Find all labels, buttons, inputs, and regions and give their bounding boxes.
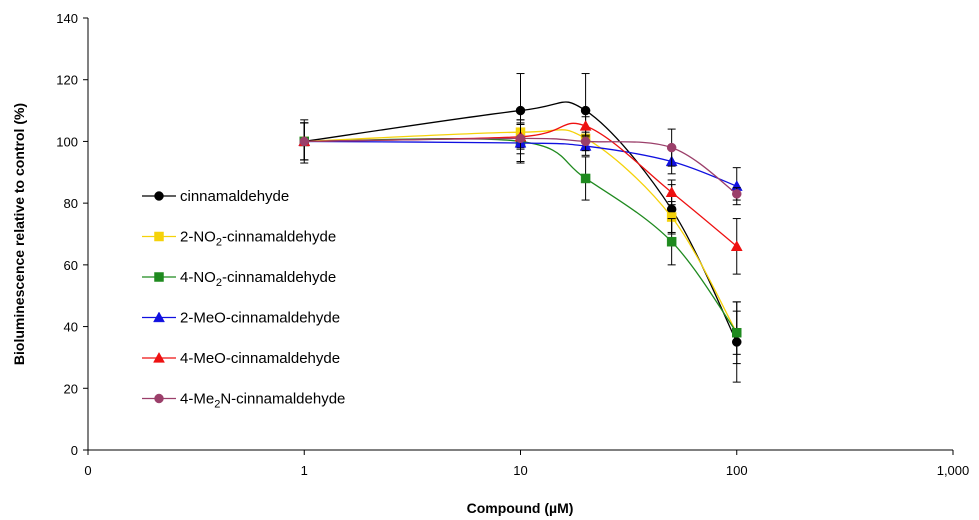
- legend-item: 4-Me2N-cinnamaldehyde: [142, 391, 345, 411]
- data-point: [515, 133, 526, 144]
- legend-text-part: -cinnamaldehyde: [222, 229, 336, 246]
- x-tick-label: 1,000: [937, 463, 970, 478]
- legend-item: 4-NO2-cinnamaldehyde: [142, 269, 336, 289]
- data-point: [579, 119, 592, 131]
- legend-text-part: cinnamaldehyde: [180, 188, 289, 205]
- data-point: [515, 105, 526, 116]
- legend-subscript: 2: [216, 237, 222, 249]
- data-point: [732, 327, 742, 338]
- y-tick-label: 20: [64, 381, 78, 396]
- legend-item: 2-MeO-cinnamaldehyde: [142, 310, 340, 327]
- series-5: [299, 122, 742, 201]
- legend-text-part: N-cinnamaldehyde: [220, 391, 345, 408]
- data-point: [299, 136, 309, 147]
- data-point: [732, 189, 742, 199]
- data-point: [730, 240, 743, 251]
- data-point: [666, 236, 677, 247]
- x-ticks: 0 1 10 100 1,000: [84, 450, 969, 478]
- legend-item: cinnamaldehyde: [142, 188, 289, 205]
- legend-subscript: 2: [216, 277, 222, 289]
- data-point: [580, 105, 591, 116]
- legend-label: 4-MeO-cinnamaldehyde: [180, 350, 340, 367]
- data-point: [665, 186, 678, 197]
- legend-item: 4-MeO-cinnamaldehyde: [142, 350, 340, 367]
- series-layer: [298, 73, 743, 383]
- legend-item: 2-NO2-cinnamaldehyde: [142, 229, 336, 249]
- data-point: [580, 173, 591, 184]
- y-tick-label: 100: [56, 134, 78, 149]
- x-tick-label: 100: [726, 463, 748, 478]
- legend-label: 2-NO2-cinnamaldehyde: [180, 229, 336, 249]
- legend: cinnamaldehyde2-NO2-cinnamaldehyde4-NO2-…: [142, 188, 345, 411]
- y-tick-label: 80: [64, 196, 78, 211]
- legend-marker: [154, 393, 164, 404]
- y-tick-label: 40: [64, 320, 78, 335]
- legend-marker: [154, 231, 164, 242]
- x-tick-label: 1: [301, 463, 308, 478]
- legend-label: 4-Me2N-cinnamaldehyde: [180, 391, 345, 411]
- y-axis-label: Bioluminescence relative to control (%): [11, 103, 27, 365]
- legend-subscript: 2: [214, 399, 220, 411]
- legend-text-part: -cinnamaldehyde: [222, 269, 336, 286]
- legend-text-part: 4-MeO-cinnamaldehyde: [180, 350, 340, 367]
- y-tick-label: 140: [56, 11, 78, 26]
- x-tick-label: 10: [513, 463, 527, 478]
- legend-label: 4-NO2-cinnamaldehyde: [180, 269, 336, 289]
- data-point: [580, 136, 591, 147]
- legend-text-part: 2-NO: [180, 229, 216, 246]
- x-tick-label: 0: [84, 463, 91, 478]
- legend-text-part: 4-NO: [180, 269, 216, 286]
- legend-marker: [153, 351, 165, 363]
- legend-label: 2-MeO-cinnamaldehyde: [180, 310, 340, 327]
- y-tick-label: 120: [56, 73, 78, 88]
- legend-marker: [154, 191, 164, 201]
- y-ticks: 0 20 40 60 80 100 120 140: [56, 11, 88, 458]
- series-line: [304, 137, 738, 195]
- legend-marker: [154, 272, 164, 282]
- legend-text-part: 2-MeO-cinnamaldehyde: [180, 310, 340, 327]
- x-axis-label: Compound (µM): [467, 500, 574, 516]
- legend-label: cinnamaldehyde: [180, 188, 289, 205]
- y-tick-label: 60: [64, 258, 78, 273]
- legend-text-part: 4-Me: [180, 391, 214, 408]
- legend-marker: [153, 311, 165, 323]
- data-point: [666, 142, 677, 153]
- y-tick-label: 0: [71, 443, 78, 458]
- series-line: [304, 140, 737, 187]
